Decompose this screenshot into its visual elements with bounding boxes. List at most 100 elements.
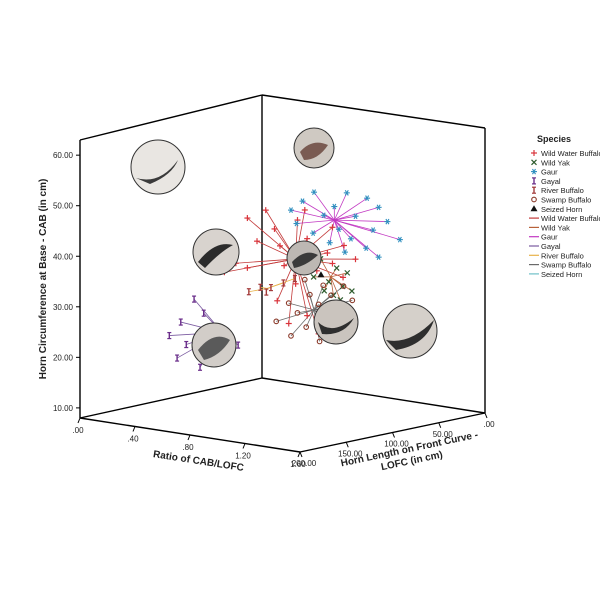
legend-marker-label: Swamp Buffalo (541, 196, 591, 205)
spoke-line (312, 219, 335, 234)
data-point (329, 260, 336, 267)
data-point (304, 235, 311, 242)
photo-swamp-buffalo-horn (313, 299, 359, 345)
spoke-line (333, 192, 348, 221)
data-point (320, 282, 327, 289)
data-point (343, 189, 350, 196)
data-point (299, 198, 306, 205)
data-point (254, 238, 261, 245)
data-point (375, 254, 382, 261)
data-point (167, 331, 172, 340)
data-point (370, 227, 377, 234)
spoke-line (302, 200, 335, 221)
spoke-line (313, 304, 319, 311)
legend-marker-symbol (531, 159, 537, 166)
data-point (274, 297, 281, 304)
data-point (375, 204, 382, 211)
spoke-line (288, 302, 315, 311)
z-tick-label: 200.00 (292, 459, 317, 468)
y-tick-label: 10.00 (53, 404, 74, 413)
legend-marker-label: Gaur (541, 168, 558, 177)
legend-line-entry: Wild Water Buffalo (529, 214, 600, 223)
x-tick-mark (132, 426, 136, 432)
legend-marker-symbol (532, 177, 536, 185)
legend-line-entry: River Buffalo (529, 251, 584, 260)
data-point (321, 287, 328, 294)
data-point (288, 207, 295, 213)
z-tick-label: 50.00 (433, 430, 454, 439)
data-point (364, 195, 371, 202)
data-point (198, 363, 203, 371)
data-point (303, 324, 310, 330)
y-axis-title: Horn Circumference at Base - CAB (in cm) (38, 179, 49, 380)
spoke-line (320, 258, 332, 278)
data-point (310, 273, 317, 280)
legend-marker-entry: Swamp Buffalo (531, 196, 591, 205)
data-point (294, 310, 301, 316)
y-axis: 10.00 20.00 30.00 40.00 50.00 60.00 Horn Circ… (38, 151, 80, 413)
data-point (328, 292, 334, 299)
legend-title: Species (537, 134, 571, 144)
z-tick-label: 100.00 (384, 440, 409, 449)
spoke-line (313, 294, 332, 311)
data-point (315, 301, 322, 308)
spoke-line (235, 258, 296, 264)
data-point (281, 262, 288, 269)
data-point (396, 236, 403, 243)
spoke-line (305, 309, 315, 328)
data-point (316, 338, 323, 345)
legend-marker-symbol (530, 205, 538, 212)
data-point (310, 230, 317, 237)
data-point (352, 256, 359, 263)
spoke-line (334, 197, 368, 221)
spoke-line (334, 219, 379, 258)
legend-line-entry: Gayal (529, 242, 561, 251)
data-point (335, 226, 342, 233)
spoke-line (323, 214, 335, 221)
spoke-line (330, 272, 348, 278)
data-point (352, 213, 359, 220)
spoke-line (334, 219, 401, 241)
data-point (341, 249, 348, 255)
legend-line-label: Wild Yak (541, 223, 570, 232)
photo-gayal-horn (191, 322, 237, 368)
legend-marker-label: Wild Yak (541, 158, 570, 167)
legend-marker-label: Gayal (541, 177, 561, 186)
data-point (363, 245, 370, 252)
spoke-line (267, 278, 296, 289)
x-tick-label: .40 (127, 435, 139, 444)
x-tick-label: 1.60 (290, 460, 306, 469)
data-point (268, 283, 273, 292)
spoke-line (334, 215, 356, 221)
legend-marker-entry: Gayal (532, 177, 561, 186)
z-tick-mark (484, 412, 488, 419)
legend-marker-entry: Gaur (531, 168, 558, 177)
legend-line-label: Seized Horn (541, 270, 582, 279)
legend-marker-symbol (532, 186, 536, 194)
legend-marker-label: River Buffalo (541, 186, 584, 195)
spoke-line (334, 219, 352, 240)
data-point (262, 207, 269, 214)
data-point (304, 312, 311, 319)
data-point (320, 212, 327, 219)
spoke-line (330, 276, 341, 301)
data-point (311, 189, 318, 196)
data-point (347, 235, 354, 242)
spoke-line (313, 285, 324, 311)
data-point (325, 278, 332, 285)
data-point (285, 320, 292, 327)
data-point (293, 220, 300, 227)
z-tick-mark (392, 432, 395, 438)
data-point (281, 279, 286, 287)
spoke-line (334, 219, 388, 223)
y-tick-label: 60.00 (53, 151, 74, 160)
data-point (277, 242, 284, 249)
x-tick-mark (297, 451, 301, 458)
legend-marker-symbol (531, 168, 537, 175)
legend-marker-symbol (531, 150, 537, 156)
z-tick-label: 150.00 (338, 449, 363, 458)
legend-line-label: Gaur (541, 233, 558, 242)
data-point (273, 318, 280, 325)
data-point (288, 333, 294, 339)
